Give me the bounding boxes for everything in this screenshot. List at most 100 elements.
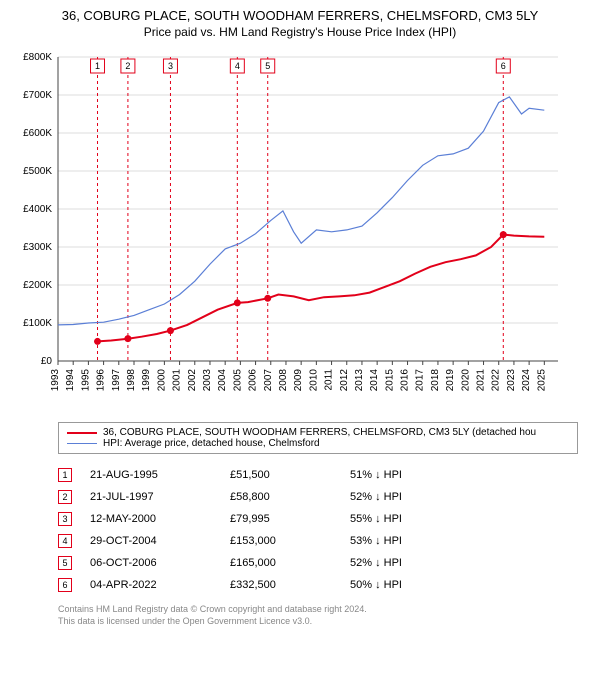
x-tick-label: 2016 xyxy=(400,369,411,392)
x-tick-label: 2009 xyxy=(293,369,304,392)
legend-swatch xyxy=(67,432,97,434)
price-chart: £0 £100K £200K £300K £400K £500K £600K £700K £80… xyxy=(10,47,570,407)
y-tick-label: £400K xyxy=(23,204,52,215)
data-point xyxy=(234,299,241,306)
transaction-marker: 3 xyxy=(58,512,72,526)
transaction-row: 2 21-JUL-1997£58,80052% ↓ HPI xyxy=(58,486,590,508)
legend: 36, COBURG PLACE, SOUTH WOODHAM FERRERS,… xyxy=(58,422,578,454)
transaction-price: £153,000 xyxy=(230,535,350,547)
x-tick-label: 2003 xyxy=(202,369,213,392)
x-tick-label: 2017 xyxy=(415,369,426,392)
data-point xyxy=(167,327,174,334)
transaction-date: 21-JUL-1997 xyxy=(90,491,230,503)
x-tick-label: 2015 xyxy=(384,369,395,392)
y-tick-label: £100K xyxy=(23,318,52,329)
footer-line-1: Contains HM Land Registry data © Crown c… xyxy=(58,604,590,616)
legend-item: HPI: Average price, detached house, Chel… xyxy=(67,438,569,449)
x-tick-label: 2020 xyxy=(460,369,471,392)
x-tick-label: 2013 xyxy=(354,369,365,392)
y-tick-label: £700K xyxy=(23,90,52,101)
x-tick-label: 2021 xyxy=(476,369,487,392)
x-tick-label: 2005 xyxy=(232,369,243,392)
y-tick-label: £300K xyxy=(23,242,52,253)
x-tick-label: 2024 xyxy=(521,369,532,392)
legend-swatch xyxy=(67,443,97,444)
transaction-hpi: 51% ↓ HPI xyxy=(350,469,470,481)
chart-container: 36, COBURG PLACE, SOUTH WOODHAM FERRERS,… xyxy=(0,0,600,637)
x-tick-label: 1996 xyxy=(96,369,107,392)
transaction-row: 1 21-AUG-1995£51,50051% ↓ HPI xyxy=(58,464,590,486)
transaction-date: 06-OCT-2006 xyxy=(90,557,230,569)
transaction-row: 3 12-MAY-2000£79,99555% ↓ HPI xyxy=(58,508,590,530)
legend-label: 36, COBURG PLACE, SOUTH WOODHAM FERRERS,… xyxy=(103,427,536,438)
transaction-hpi: 52% ↓ HPI xyxy=(350,557,470,569)
x-tick-label: 2001 xyxy=(172,369,183,392)
y-tick-label: £0 xyxy=(41,356,53,367)
data-point xyxy=(500,231,507,238)
x-tick-label: 2022 xyxy=(491,369,502,392)
x-tick-label: 1999 xyxy=(141,369,152,392)
transaction-marker: 2 xyxy=(58,490,72,504)
x-tick-label: 1994 xyxy=(65,369,76,392)
x-tick-label: 2000 xyxy=(156,369,167,392)
y-tick-label: £200K xyxy=(23,280,52,291)
transaction-row: 4 29-OCT-2004£153,00053% ↓ HPI xyxy=(58,530,590,552)
x-tick-label: 1993 xyxy=(50,369,61,392)
data-point xyxy=(264,295,271,302)
legend-item: 36, COBURG PLACE, SOUTH WOODHAM FERRERS,… xyxy=(67,427,569,438)
x-tick-label: 2008 xyxy=(278,369,289,392)
transaction-price: £332,500 xyxy=(230,579,350,591)
transaction-hpi: 50% ↓ HPI xyxy=(350,579,470,591)
transaction-hpi: 55% ↓ HPI xyxy=(350,513,470,525)
svg-text:4: 4 xyxy=(235,61,240,71)
transaction-marker: 4 xyxy=(58,534,72,548)
y-tick-label: £500K xyxy=(23,166,52,177)
x-tick-label: 2014 xyxy=(369,369,380,392)
transaction-marker: 1 xyxy=(58,468,72,482)
x-tick-label: 2011 xyxy=(324,369,335,391)
transaction-date: 12-MAY-2000 xyxy=(90,513,230,525)
transaction-marker: 5 xyxy=(58,556,72,570)
x-tick-label: 2018 xyxy=(430,369,441,392)
svg-text:6: 6 xyxy=(501,61,506,71)
svg-text:5: 5 xyxy=(265,61,270,71)
transaction-row: 5 06-OCT-2006£165,00052% ↓ HPI xyxy=(58,552,590,574)
legend-label: HPI: Average price, detached house, Chel… xyxy=(103,438,320,449)
x-tick-label: 1995 xyxy=(80,369,91,392)
x-tick-label: 1997 xyxy=(111,369,122,392)
chart-subtitle: Price paid vs. HM Land Registry's House … xyxy=(10,25,590,39)
transaction-marker: 6 xyxy=(58,578,72,592)
chart-title: 36, COBURG PLACE, SOUTH WOODHAM FERRERS,… xyxy=(10,8,590,23)
x-tick-label: 2007 xyxy=(263,369,274,392)
x-tick-label: 2025 xyxy=(536,369,547,392)
x-tick-label: 2012 xyxy=(339,369,350,392)
y-tick-label: £800K xyxy=(23,52,52,63)
transaction-date: 04-APR-2022 xyxy=(90,579,230,591)
footer-line-2: This data is licensed under the Open Gov… xyxy=(58,616,590,628)
svg-text:2: 2 xyxy=(125,61,130,71)
transaction-price: £79,995 xyxy=(230,513,350,525)
x-tick-label: 2004 xyxy=(217,369,228,392)
y-tick-label: £600K xyxy=(23,128,52,139)
x-tick-label: 2019 xyxy=(445,369,456,392)
x-tick-label: 2023 xyxy=(506,369,517,392)
svg-text:1: 1 xyxy=(95,61,100,71)
data-point xyxy=(124,335,131,342)
svg-text:3: 3 xyxy=(168,61,173,71)
transaction-price: £58,800 xyxy=(230,491,350,503)
transaction-price: £51,500 xyxy=(230,469,350,481)
x-tick-label: 2002 xyxy=(187,369,198,392)
transaction-price: £165,000 xyxy=(230,557,350,569)
chart-area: £0 £100K £200K £300K £400K £500K £600K £700K £80… xyxy=(10,47,590,412)
footer: Contains HM Land Registry data © Crown c… xyxy=(58,604,590,627)
x-tick-label: 2010 xyxy=(308,369,319,392)
transactions-table: 1 21-AUG-1995£51,50051% ↓ HPI 2 21-JUL-1997… xyxy=(58,464,590,596)
transaction-hpi: 53% ↓ HPI xyxy=(350,535,470,547)
transaction-row: 6 04-APR-2022£332,50050% ↓ HPI xyxy=(58,574,590,596)
transaction-date: 29-OCT-2004 xyxy=(90,535,230,547)
transaction-hpi: 52% ↓ HPI xyxy=(350,491,470,503)
x-tick-label: 1998 xyxy=(126,369,137,392)
x-tick-label: 2006 xyxy=(248,369,259,392)
transaction-date: 21-AUG-1995 xyxy=(90,469,230,481)
data-point xyxy=(94,338,101,345)
